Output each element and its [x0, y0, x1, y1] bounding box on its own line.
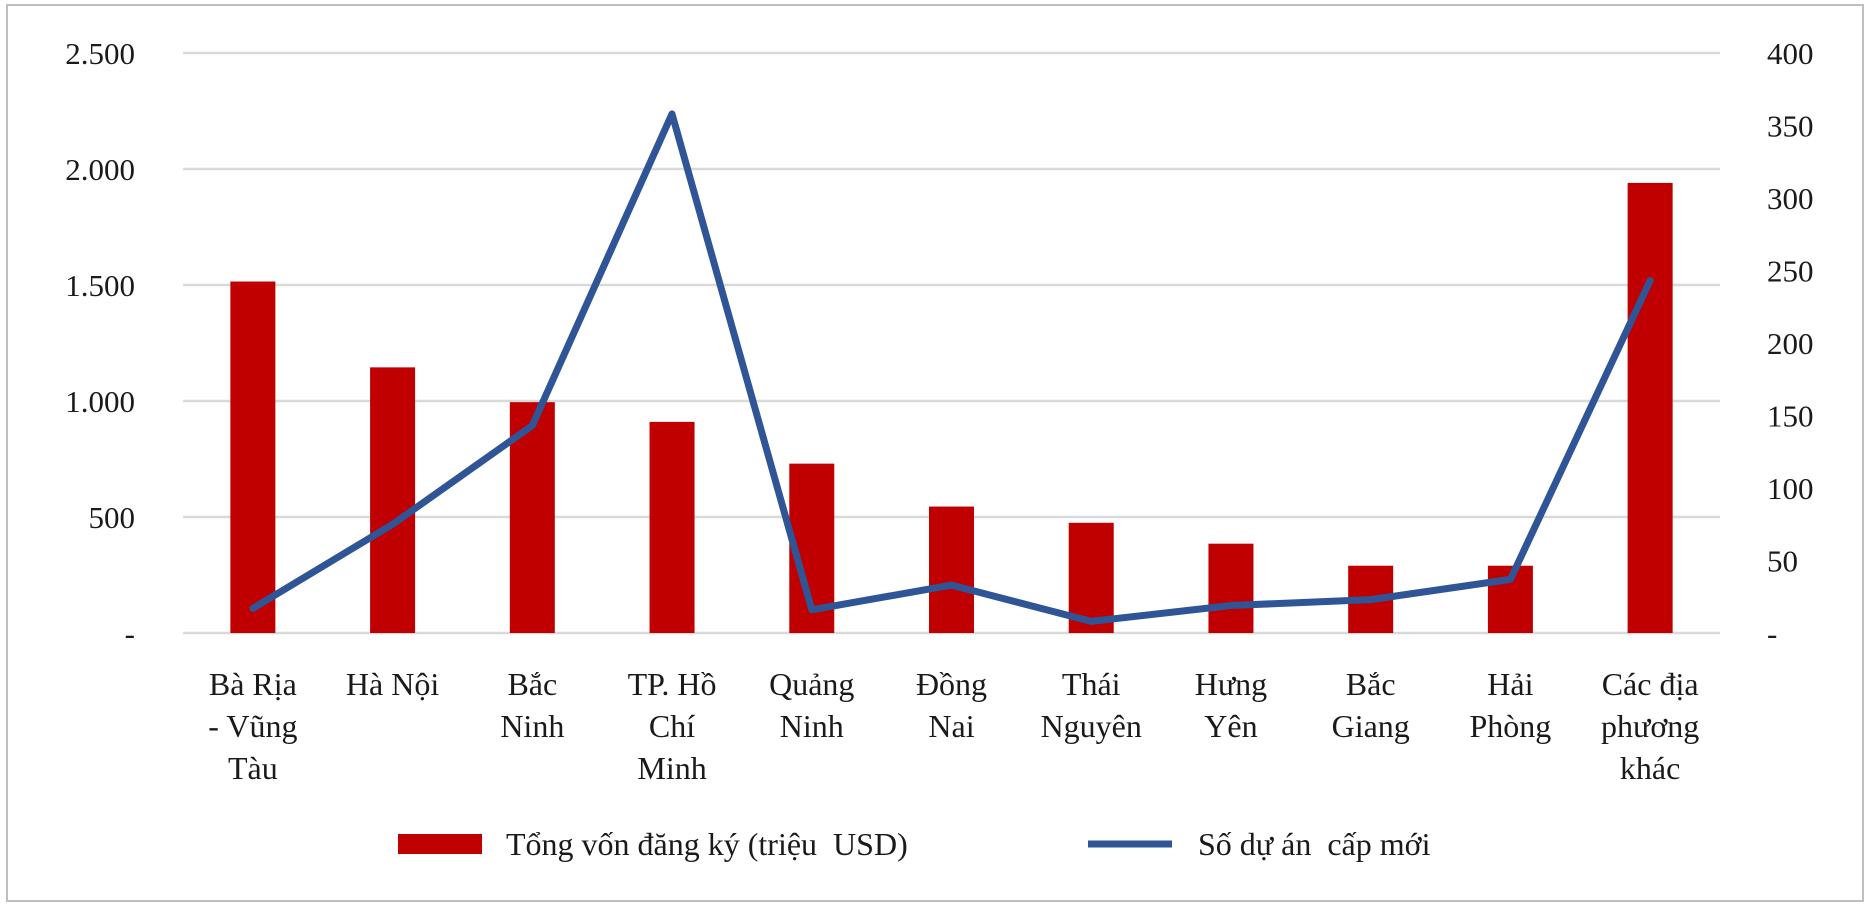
category-label-line: Giang [1332, 708, 1410, 744]
right-tick-label: 250 [1767, 254, 1814, 289]
category-label-line: phương [1601, 708, 1699, 744]
line-point [392, 523, 394, 525]
category-label: Bắc Ninh [500, 666, 564, 744]
left-tick-label: 500 [89, 500, 136, 535]
category-label-line: Bắc [507, 666, 557, 702]
bar [509, 402, 555, 633]
line-point [252, 607, 254, 609]
category-label-line: Bắc [1346, 666, 1396, 702]
right-tick-label: 400 [1767, 36, 1814, 71]
line-point [1509, 578, 1511, 580]
category-label: TP. Hồ Chí Minh [628, 666, 717, 786]
bar [230, 281, 276, 633]
category-label-line: Minh [637, 750, 706, 786]
legend: Tổng vốn đăng ký (triệu USD) Số dự án cấ… [398, 826, 1431, 862]
bar [370, 367, 416, 633]
line-point [1230, 604, 1232, 606]
right-tick-label: - [1767, 616, 1777, 651]
bar [929, 506, 974, 633]
left-tick-label: 2.500 [65, 36, 135, 71]
bar [1208, 543, 1254, 633]
line-series [249, 110, 1654, 625]
category-label: Các địa phương khác [1601, 666, 1699, 786]
legend-bar-swatch [398, 834, 482, 854]
left-axis-ticks: - 500 1.000 1.500 2.000 2.500 [65, 36, 135, 651]
line-point [1649, 280, 1651, 282]
left-tick-label: - [125, 616, 135, 651]
category-label-line: TP. Hồ [628, 666, 717, 702]
category-label-line: Quảng [769, 666, 854, 702]
line-point [1090, 620, 1092, 622]
category-label-line: Bà Rịa [209, 666, 297, 702]
right-tick-label: 300 [1767, 181, 1814, 216]
right-axis-ticks: - 50 100 150 200 250 300 350 400 [1767, 36, 1814, 651]
bar [649, 421, 695, 633]
left-tick-label: 2.000 [65, 152, 135, 187]
chart-frame [6, 4, 1864, 902]
legend-bar-label: Tổng vốn đăng ký (triệu USD) [506, 826, 908, 862]
right-tick-label: 50 [1767, 544, 1798, 579]
category-label-line: Chí [649, 708, 695, 744]
category-label-line: Thái [1062, 666, 1121, 702]
category-label-line: Yên [1204, 708, 1257, 744]
category-label-line: Tàu [228, 750, 278, 786]
category-label-line: Ninh [780, 708, 844, 744]
right-tick-label: 150 [1767, 399, 1814, 434]
category-label-line: Hưng [1195, 666, 1267, 702]
line-point [951, 584, 952, 586]
right-tick-label: 100 [1767, 471, 1814, 506]
gridlines [183, 51, 1720, 635]
category-label: Thái Nguyên [1041, 666, 1142, 744]
left-tick-label: 1.500 [65, 268, 135, 303]
line-point [1370, 599, 1372, 601]
legend-line-label: Số dự án cấp mới [1198, 826, 1431, 862]
category-label-line: - Vũng [208, 708, 297, 744]
category-label: Quảng Ninh [769, 666, 854, 744]
category-label-line: Nai [928, 708, 974, 744]
line-point [671, 113, 673, 115]
category-label: Hải Phòng [1470, 666, 1552, 744]
category-label: Bà Rịa - Vũng Tàu [208, 666, 297, 786]
category-label-line: Nguyên [1041, 708, 1142, 744]
category-label-line: Phòng [1470, 708, 1552, 744]
right-tick-label: 200 [1767, 326, 1814, 361]
category-label-line: Hải [1487, 666, 1533, 702]
category-label: Đồng Nai [916, 666, 987, 744]
left-tick-label: 1.000 [65, 384, 135, 419]
line-point [811, 609, 813, 611]
category-label-line: khác [1620, 750, 1680, 786]
category-label-line: Hà Nội [346, 666, 439, 702]
bar [1627, 182, 1673, 634]
category-label-line: Ninh [500, 708, 564, 744]
line-point [531, 425, 533, 427]
category-label-line: Các địa [1602, 666, 1699, 702]
category-label: Hà Nội [346, 666, 439, 702]
category-label-line: Đồng [916, 666, 987, 702]
right-tick-label: 350 [1767, 109, 1814, 144]
bar-series [230, 182, 1673, 634]
category-labels: Bà Rịa - Vũng Tàu Hà Nội Bắc Ninh TP. Hồ Chí Min… [208, 666, 1699, 786]
category-label: Hưng Yên [1195, 666, 1267, 744]
category-label: Bắc Giang [1332, 666, 1410, 744]
